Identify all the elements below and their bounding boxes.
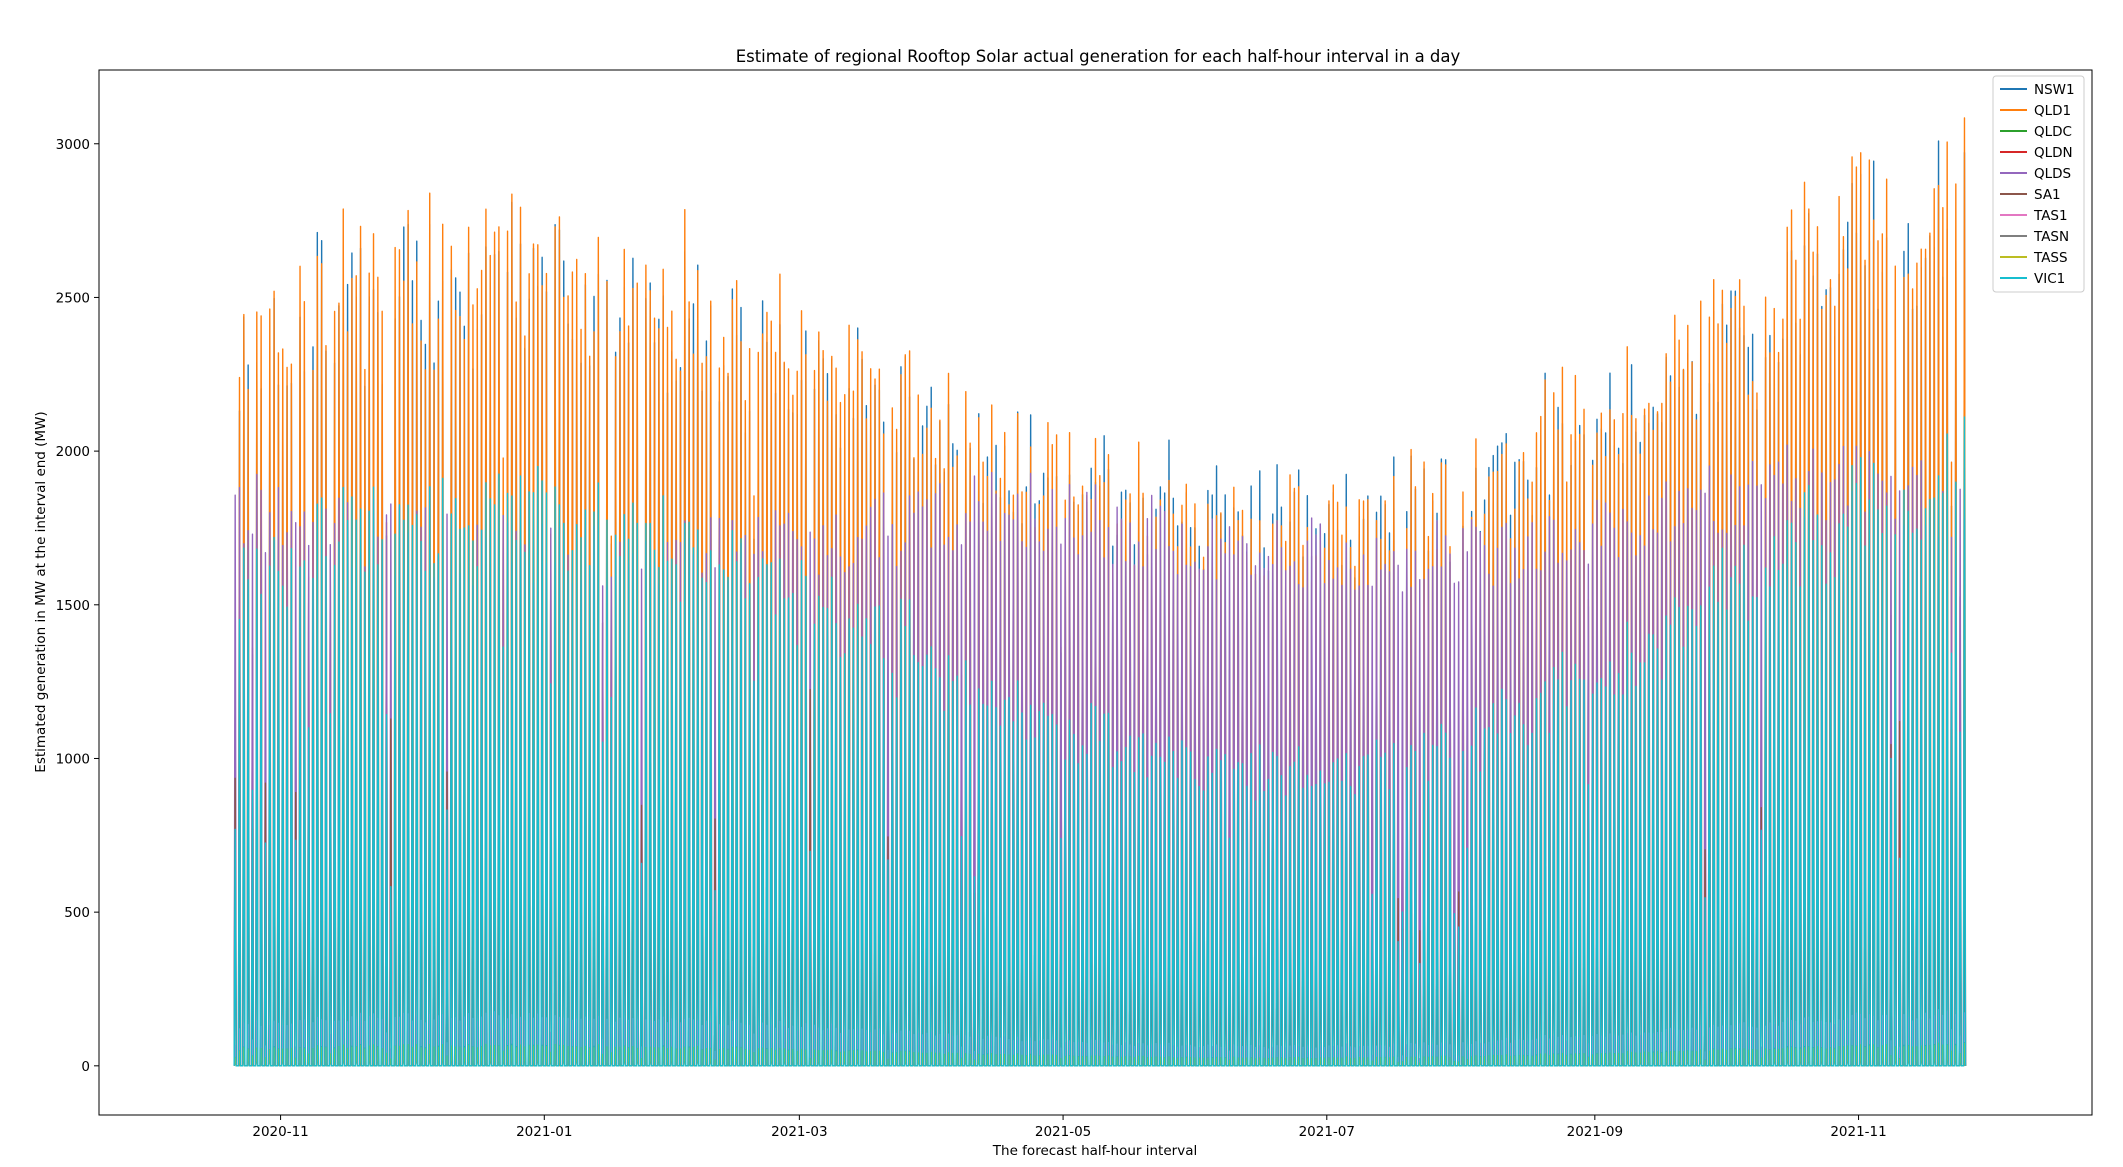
- y-tick-label: 2000: [56, 444, 90, 460]
- x-tick-label: 2021-11: [1830, 1124, 1886, 1140]
- axes-frame: [98, 69, 2093, 1116]
- x-axis-label: The forecast half-hour interval: [992, 1143, 1197, 1159]
- legend: NSW1 QLD1 QLDC QLDN QLDS SA1 TAS1 TASN TASS VIC1: [1992, 75, 2085, 293]
- y-tick-label: 1000: [56, 751, 90, 767]
- legend-label-qldn: QLDN: [2034, 145, 2073, 161]
- legend-label-tasn: TASN: [2033, 229, 2069, 245]
- x-tick-label: 2020-11: [252, 1124, 308, 1140]
- y-tick-label: 3000: [56, 137, 90, 153]
- y-axis: 0 500 1000 1500 2000 2500 3000: [56, 137, 99, 1075]
- y-tick-label: 2500: [56, 290, 90, 306]
- legend-label-sa1: SA1: [2034, 187, 2061, 203]
- y-axis-label: Estimated generation in MW at the interv…: [33, 411, 49, 772]
- y-tick-label: 500: [64, 905, 90, 921]
- series-line-vic1: [233, 416, 1967, 1067]
- chart-title: Estimate of regional Rooftop Solar actua…: [736, 47, 1461, 66]
- plot-area: [98, 69, 2093, 1116]
- y-tick-label: 0: [81, 1059, 90, 1075]
- x-tick-label: 2021-05: [1035, 1124, 1091, 1140]
- legend-label-qld1: QLD1: [2034, 103, 2071, 119]
- series-layer: [233, 117, 1967, 1067]
- x-tick-label: 2021-03: [771, 1124, 827, 1140]
- legend-label-qldc: QLDC: [2034, 124, 2072, 140]
- x-tick-label: 2021-01: [516, 1124, 572, 1140]
- legend-label-tas1: TAS1: [2033, 208, 2068, 224]
- legend-label-nsw1: NSW1: [2034, 82, 2075, 98]
- legend-label-tass: TASS: [2033, 250, 2068, 266]
- legend-label-vic1: VIC1: [2034, 271, 2065, 287]
- y-tick-label: 1500: [56, 598, 90, 614]
- x-tick-label: 2021-07: [1299, 1124, 1355, 1140]
- x-tick-label: 2021-09: [1567, 1124, 1623, 1140]
- x-axis: 2020-11 2021-01 2021-03 2021-05 2021-07 2021-…: [252, 1115, 1887, 1140]
- legend-label-qlds: QLDS: [2034, 166, 2071, 182]
